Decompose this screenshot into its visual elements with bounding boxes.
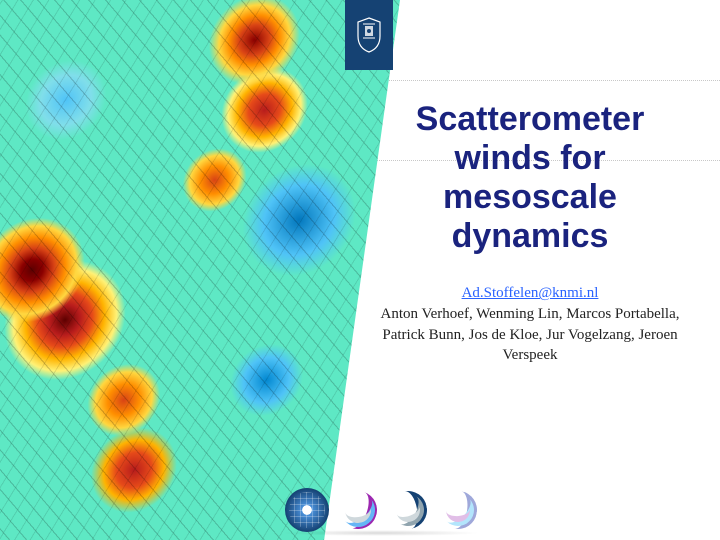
swoosh-logo-3-icon [437, 489, 479, 531]
globe-logo-icon [285, 488, 329, 532]
slide-title: Scatterometer winds for mesoscale dynami… [370, 100, 690, 256]
government-crest-badge [345, 0, 393, 70]
wind-vector-overlay [0, 0, 400, 540]
slide-text-content: Scatterometer winds for mesoscale dynami… [370, 100, 690, 365]
contact-email[interactable]: Ad.Stoffelen@knmi.nl [370, 284, 690, 302]
swoosh-logo-1-icon [337, 489, 379, 531]
author-list: Anton Verhoef, Wenming Lin, Marcos Porta… [370, 304, 690, 365]
swoosh-logo-2-icon [387, 489, 429, 531]
scatterometer-wind-heatmap [0, 0, 400, 540]
email-link[interactable]: Ad.Stoffelen@knmi.nl [462, 285, 599, 301]
partner-logos-row [285, 488, 479, 532]
crest-icon [354, 16, 384, 54]
